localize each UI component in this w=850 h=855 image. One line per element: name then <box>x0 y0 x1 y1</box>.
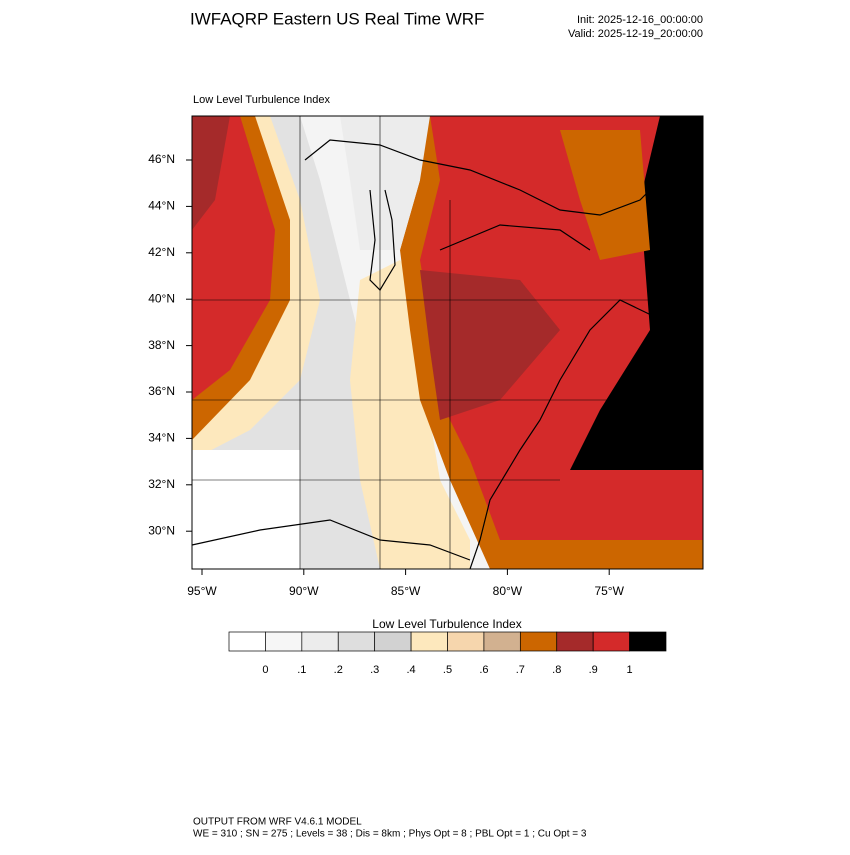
colorbar-tick-label: .5 <box>443 664 452 676</box>
lat-labels: 46°N 44°N 42°N 40°N 38°N 36°N 34°N 32°N 30°N <box>148 152 192 537</box>
colorbar-tick-label: .2 <box>334 664 343 676</box>
map-field <box>192 116 703 569</box>
colorbar-tick-label: .6 <box>479 664 488 676</box>
valid-time: Valid: 2025-12-19_20:00:00 <box>568 28 703 40</box>
colorbar-tick-label: .3 <box>370 664 379 676</box>
lat-label: 40°N <box>148 291 175 305</box>
colorbar-box <box>447 631 485 652</box>
lat-label: 32°N <box>148 477 175 491</box>
colorbar-box <box>265 631 303 652</box>
lat-label: 30°N <box>148 523 175 537</box>
lat-label: 34°N <box>148 431 175 445</box>
colorbar-tick-label: 1 <box>627 664 633 676</box>
colorbar-tick-label: .4 <box>406 664 415 676</box>
colorbar-box <box>337 631 376 652</box>
init-time: Init: 2025-12-16_00:00:00 <box>577 14 703 26</box>
lon-label: 95°W <box>187 584 217 598</box>
colorbar-box <box>519 631 558 652</box>
lat-label: 46°N <box>148 152 175 166</box>
colorbar-title: Low Level Turbulence Index <box>372 617 521 631</box>
colorbar-box <box>228 631 266 652</box>
colorbar-box <box>301 631 339 652</box>
lon-label: 85°W <box>391 584 421 598</box>
lon-labels: 95°W 90°W 85°W 80°W 75°W <box>187 569 625 598</box>
map-subtitle: Low Level Turbulence Index <box>193 94 330 106</box>
colorbar-box <box>410 631 448 652</box>
lat-label: 36°N <box>148 384 175 398</box>
lat-label: 38°N <box>148 338 175 352</box>
colorbar-tick-label: .9 <box>589 664 598 676</box>
lat-label: 42°N <box>148 245 175 259</box>
title: IWFAQRP Eastern US Real Time WRF <box>190 9 484 28</box>
map-frame <box>191 115 704 570</box>
lat-label: 44°N <box>148 199 175 213</box>
colorbar-tick-label: .1 <box>297 664 306 676</box>
colorbar-box <box>374 631 412 652</box>
lon-label: 80°W <box>493 584 523 598</box>
colorbar-tick-label: 0 <box>262 664 268 676</box>
footer-line: WE = 310 ; SN = 275 ; Levels = 38 ; Dis … <box>193 829 587 840</box>
lon-label: 90°W <box>289 584 319 598</box>
colorbar-tick-label: .8 <box>552 664 561 676</box>
colorbar-box <box>556 631 594 652</box>
colorbar-box <box>629 631 667 652</box>
lon-label: 75°W <box>594 584 624 598</box>
colorbar: 0 .1 .2 .3 .4 .5 .6 .7 .8 .9 1 <box>228 631 667 676</box>
colorbar-tick-label: .7 <box>516 664 525 676</box>
colorbar-box <box>483 631 521 652</box>
map-borders <box>191 116 704 570</box>
colorbar-box <box>592 631 630 652</box>
footer-line: OUTPUT FROM WRF V4.6.1 MODEL <box>193 817 362 828</box>
